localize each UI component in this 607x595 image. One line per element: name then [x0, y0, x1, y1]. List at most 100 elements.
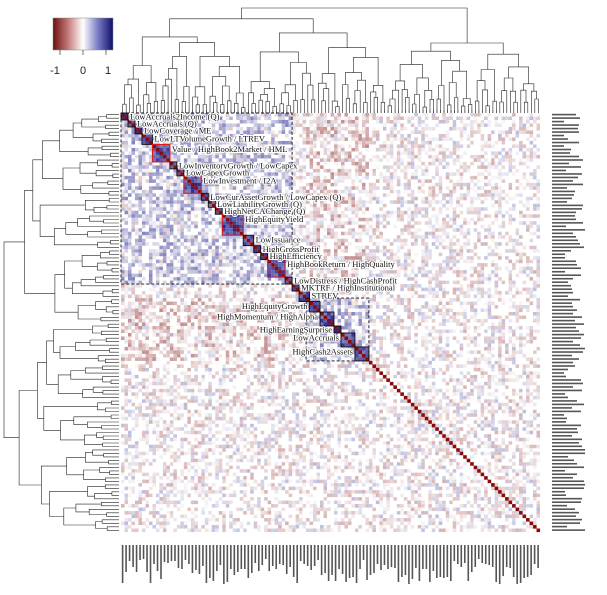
heatmap-cell [396, 322, 401, 327]
heatmap-cell [155, 165, 160, 169]
heatmap-cell [445, 154, 450, 159]
heatmap-cell [414, 126, 418, 131]
heatmap-cell [278, 312, 282, 316]
heatmap-cell [473, 301, 478, 306]
heatmap-cell [299, 294, 303, 299]
heatmap-cell [407, 287, 411, 292]
heatmap-cell [382, 147, 387, 152]
heatmap-cell [333, 203, 338, 208]
heatmap-cell [229, 308, 233, 313]
heatmap-cell [246, 196, 251, 201]
dendrogram-link [110, 379, 119, 384]
heatmap-cell [372, 249, 376, 253]
heatmap-cell [536, 322, 541, 327]
heatmap-cell [396, 256, 401, 260]
heatmap-cell [424, 256, 429, 260]
heatmap-cell [361, 144, 366, 148]
heatmap-cell [421, 207, 425, 211]
heatmap-cell [309, 172, 314, 176]
heatmap-cell [354, 137, 359, 141]
heatmap-cell [519, 252, 523, 257]
heatmap-cell [442, 133, 446, 138]
heatmap-cell [522, 214, 527, 218]
heatmap-cell [313, 301, 317, 306]
heatmap-cell [204, 147, 209, 152]
heatmap-cell [477, 186, 481, 190]
heatmap-cell [470, 217, 474, 222]
heatmap-cell [180, 325, 184, 330]
heatmap-cell [204, 252, 209, 257]
heatmap-cell [187, 263, 191, 267]
heatmap-cell [222, 301, 226, 306]
heatmap-cell [313, 294, 317, 299]
heatmap-cell [141, 305, 146, 309]
heatmap-cell [477, 298, 481, 302]
heatmap-cell [330, 308, 335, 313]
heatmap-cell [529, 277, 534, 281]
heatmap-cell [519, 147, 523, 152]
heatmap-cell [351, 319, 355, 323]
heatmap-cell [278, 210, 282, 215]
heatmap-cell [239, 319, 244, 323]
heatmap-cell [407, 252, 411, 257]
heatmap-cell [138, 133, 142, 138]
heatmap-cell [438, 161, 443, 166]
heatmap-cell [320, 263, 324, 267]
heatmap-cell [327, 228, 331, 232]
heatmap-cell [162, 284, 167, 288]
heatmap-cell [138, 298, 142, 302]
heatmap-cell [410, 284, 415, 288]
heatmap-cell [148, 266, 153, 271]
heatmap-cell [169, 252, 174, 257]
heatmap-cell [152, 165, 156, 169]
heatmap-cell [173, 301, 177, 306]
heatmap-cell [246, 291, 251, 295]
heatmap-cell [127, 242, 132, 246]
heatmap-cell [459, 210, 464, 215]
heatmap-cell [327, 263, 331, 267]
heatmap-cell [194, 256, 198, 260]
heatmap-cell [375, 137, 380, 141]
heatmap-cell [323, 305, 328, 309]
heatmap-cell [330, 256, 335, 260]
heatmap-cell [152, 186, 156, 190]
heatmap-cell [519, 200, 523, 204]
heatmap-cell [253, 126, 258, 131]
heatmap-cell [428, 161, 432, 166]
heatmap-cell [260, 319, 265, 323]
heatmap-cell [243, 315, 247, 320]
heatmap-cell [316, 182, 321, 187]
heatmap-cell [208, 339, 212, 344]
heatmap-cell [229, 231, 233, 236]
heatmap-cell [148, 172, 153, 176]
heatmap-cell [316, 130, 321, 134]
heatmap-cell [330, 287, 335, 292]
heatmap-cell [361, 189, 366, 194]
heatmap-cell [505, 133, 509, 138]
dendrogram-link [73, 416, 112, 425]
heatmap-cell [445, 256, 450, 260]
heatmap-cell [250, 287, 254, 292]
dendrogram-link [108, 198, 119, 203]
heatmap-cell [459, 116, 464, 121]
heatmap-cell [274, 196, 279, 201]
heatmap-cell [145, 315, 149, 320]
heatmap-cell [452, 172, 457, 176]
heatmap-cell [141, 263, 146, 267]
heatmap-cell [533, 168, 537, 173]
heatmap-cell [438, 147, 443, 152]
heatmap-cell [529, 154, 534, 159]
heatmap-cell [278, 154, 282, 159]
heatmap-cell [274, 133, 279, 138]
dendrogram-link [353, 57, 379, 86]
heatmap-cell [225, 312, 230, 316]
heatmap-cell [484, 329, 488, 334]
heatmap-cell [208, 266, 212, 271]
heatmap-cell [131, 319, 136, 323]
heatmap-cell [515, 291, 520, 295]
heatmap-cell [358, 137, 362, 141]
heatmap-cell [438, 186, 443, 190]
heatmap-cell [445, 301, 450, 306]
heatmap-cell [421, 263, 425, 267]
heatmap-cell [347, 172, 352, 176]
